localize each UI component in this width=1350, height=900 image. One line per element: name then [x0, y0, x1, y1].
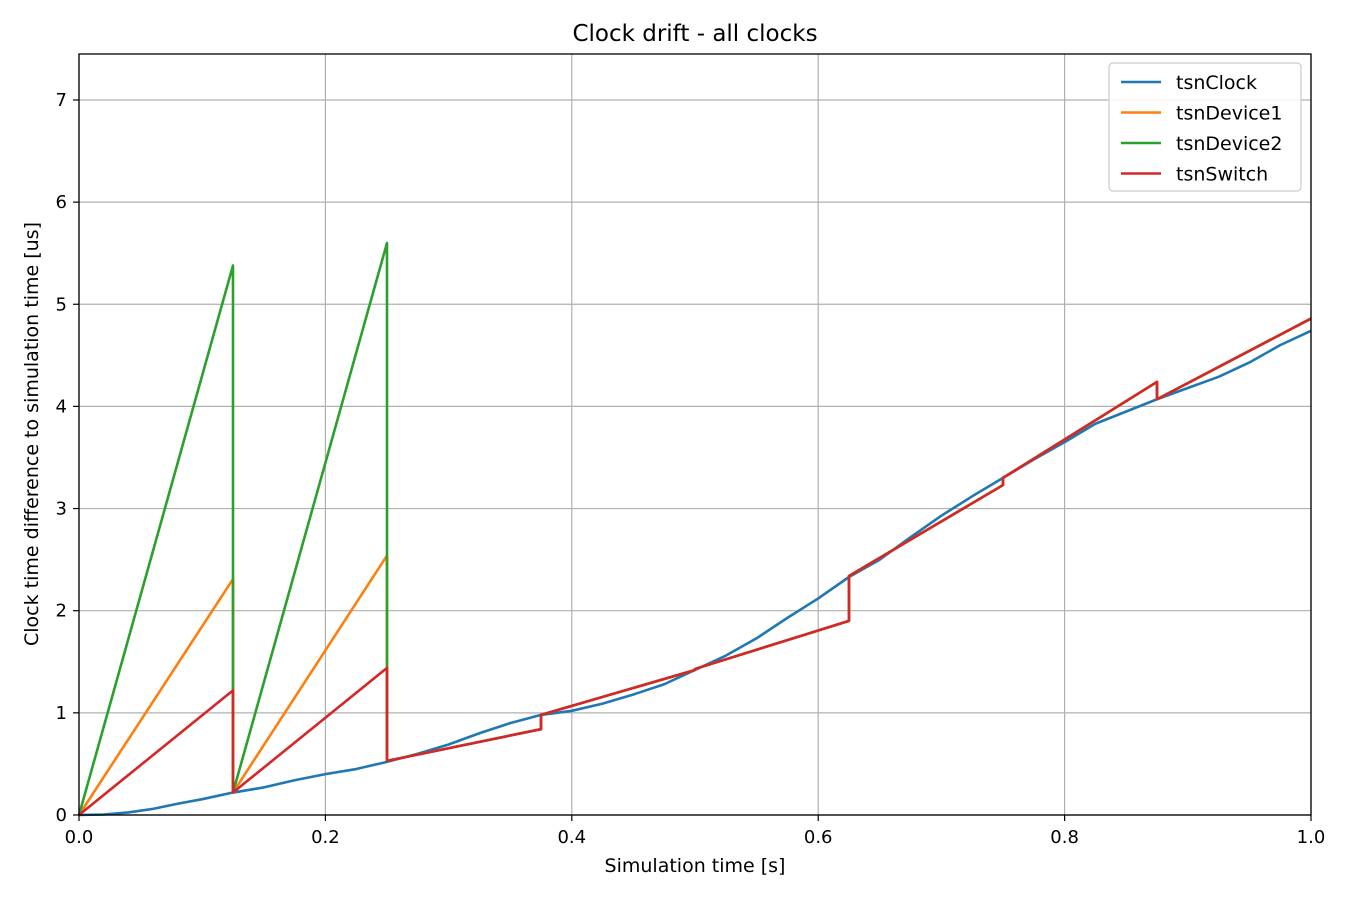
x-tick-label: 0.6 — [804, 827, 833, 848]
series-line-tsnClock — [78, 329, 1312, 817]
chart-title: Clock drift - all clocks — [572, 21, 817, 47]
x-tick-label: 1.0 — [1297, 827, 1326, 848]
y-tick-label: 5 — [56, 294, 67, 315]
legend-label-tsnDevice1: tsnDevice1 — [1176, 103, 1282, 125]
x-tick-label: 0.2 — [311, 827, 340, 848]
legend-box — [1108, 62, 1302, 192]
x-tick-label: 0.0 — [65, 827, 94, 848]
y-tick-label: 2 — [56, 601, 67, 622]
y-tick-label: 6 — [56, 192, 67, 213]
y-tick-label: 1 — [56, 703, 67, 724]
y-tick-label: 4 — [56, 396, 67, 417]
series-line-tsnSwitch — [78, 317, 1312, 817]
x-axis-label: Simulation time [s] — [605, 855, 786, 877]
plot-frame — [78, 53, 1312, 816]
legend-label-tsnDevice2: tsnDevice2 — [1176, 133, 1282, 155]
y-tick-label: 3 — [56, 499, 67, 520]
x-tick-label: 0.8 — [1050, 827, 1079, 848]
y-tick-label: 7 — [56, 90, 67, 111]
x-tick-label: 0.4 — [557, 827, 586, 848]
y-tick-label: 0 — [56, 805, 67, 826]
legend-label-tsnSwitch: tsnSwitch — [1176, 164, 1268, 186]
ticks: 0.0 0.2 0.4 0.6 0.8 1.0 0 1 2 3 4 5 6 7 — [56, 90, 1326, 848]
series-layer — [77, 241, 1312, 817]
legend-label-tsnClock: tsnClock — [1176, 72, 1257, 94]
legend: tsnClock tsnDevice1 tsnDevice2 tsnSwitch — [1108, 62, 1302, 192]
y-axis-label: Clock time difference to simulation time… — [21, 222, 43, 646]
